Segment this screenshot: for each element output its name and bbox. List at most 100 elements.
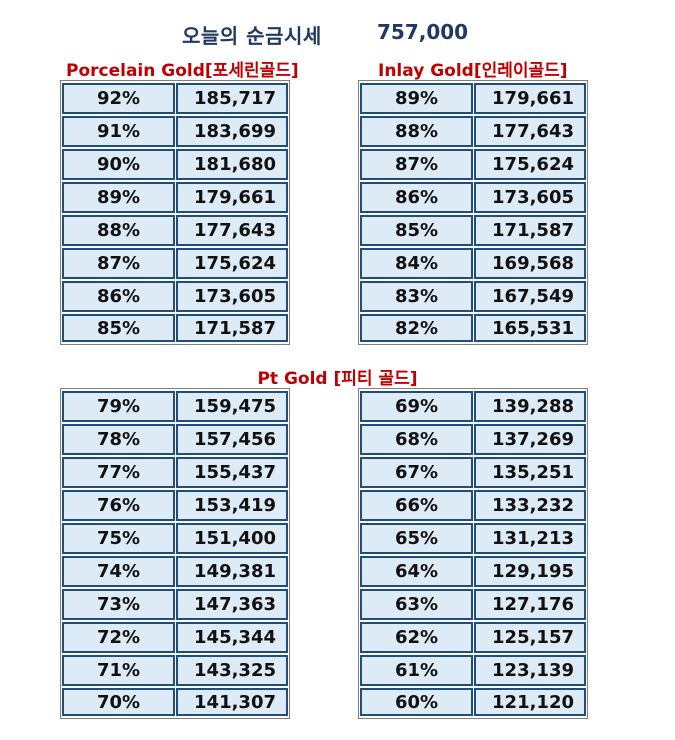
page-header: 오늘의 순금시세 757,000 xyxy=(0,20,675,48)
table-row: 85% 171,587 xyxy=(360,214,586,247)
price-cell: 135,251 xyxy=(474,457,586,488)
table-row: 70% 141,307 xyxy=(62,687,288,717)
table-row: 60% 121,120 xyxy=(360,687,586,717)
porcelain-gold-table: 92% 185,717 91% 183,699 90% 181,680 89% 179,661… xyxy=(60,80,290,345)
purity-cell: 70% xyxy=(62,688,175,716)
price-cell: 125,157 xyxy=(474,622,586,653)
price-cell: 167,549 xyxy=(474,281,586,312)
purity-cell: 73% xyxy=(62,589,175,620)
price-cell: 183,699 xyxy=(176,116,288,147)
table-row: 65% 131,213 xyxy=(360,522,586,555)
inlay-gold-heading: Inlay Gold[인레이골드] xyxy=(378,61,568,81)
table-row: 74% 149,381 xyxy=(62,555,288,588)
table-row: 91% 183,699 xyxy=(62,115,288,148)
price-cell: 149,381 xyxy=(176,556,288,587)
table-row: 72% 145,344 xyxy=(62,621,288,654)
price-cell: 153,419 xyxy=(176,490,288,521)
pt-gold-table-right: 69% 139,288 68% 137,269 67% 135,251 66% 133,232… xyxy=(358,388,588,719)
purity-cell: 85% xyxy=(360,215,473,246)
table-row: 68% 137,269 xyxy=(360,423,586,456)
purity-cell: 89% xyxy=(62,182,175,213)
price-cell: 179,661 xyxy=(474,83,586,114)
table-row: 66% 133,232 xyxy=(360,489,586,522)
price-cell: 143,325 xyxy=(176,655,288,686)
price-cell: 133,232 xyxy=(474,490,586,521)
table-row: 88% 177,643 xyxy=(360,115,586,148)
price-cell: 127,176 xyxy=(474,589,586,620)
porcelain-gold-heading: Porcelain Gold[포세린골드] xyxy=(66,61,299,81)
table-row: 89% 179,661 xyxy=(360,82,586,115)
purity-cell: 74% xyxy=(62,556,175,587)
inlay-gold-table: 89% 179,661 88% 177,643 87% 175,624 86% 173,605… xyxy=(358,80,588,345)
purity-cell: 90% xyxy=(62,149,175,180)
page-title: 오늘의 순금시세 xyxy=(182,24,322,48)
price-cell: 159,475 xyxy=(176,391,288,422)
price-cell: 155,437 xyxy=(176,457,288,488)
price-cell: 139,288 xyxy=(474,391,586,422)
price-cell: 147,363 xyxy=(176,589,288,620)
table-row: 87% 175,624 xyxy=(360,148,586,181)
purity-cell: 64% xyxy=(360,556,473,587)
price-cell: 173,605 xyxy=(176,281,288,312)
purity-cell: 87% xyxy=(360,149,473,180)
purity-cell: 62% xyxy=(360,622,473,653)
price-cell: 145,344 xyxy=(176,622,288,653)
table-row: 79% 159,475 xyxy=(62,390,288,423)
purity-cell: 77% xyxy=(62,457,175,488)
purity-cell: 84% xyxy=(360,248,473,279)
purity-cell: 88% xyxy=(62,215,175,246)
table-row: 89% 179,661 xyxy=(62,181,288,214)
table-row: 90% 181,680 xyxy=(62,148,288,181)
price-cell: 141,307 xyxy=(176,688,288,716)
purity-cell: 86% xyxy=(360,182,473,213)
table-row: 78% 157,456 xyxy=(62,423,288,456)
price-cell: 171,587 xyxy=(474,215,586,246)
purity-cell: 67% xyxy=(360,457,473,488)
price-cell: 175,624 xyxy=(176,248,288,279)
price-cell: 137,269 xyxy=(474,424,586,455)
purity-cell: 61% xyxy=(360,655,473,686)
table-row: 86% 173,605 xyxy=(62,280,288,313)
purity-cell: 60% xyxy=(360,688,473,716)
table-row: 62% 125,157 xyxy=(360,621,586,654)
price-cell: 131,213 xyxy=(474,523,586,554)
table-row: 71% 143,325 xyxy=(62,654,288,687)
price-cell: 175,624 xyxy=(474,149,586,180)
purity-cell: 78% xyxy=(62,424,175,455)
purity-cell: 89% xyxy=(360,83,473,114)
price-cell: 157,456 xyxy=(176,424,288,455)
table-row: 84% 169,568 xyxy=(360,247,586,280)
purity-cell: 85% xyxy=(62,314,175,342)
table-row: 73% 147,363 xyxy=(62,588,288,621)
price-cell: 151,400 xyxy=(176,523,288,554)
table-row: 88% 177,643 xyxy=(62,214,288,247)
pt-gold-heading: Pt Gold [피티 골드] xyxy=(257,369,418,389)
purity-cell: 83% xyxy=(360,281,473,312)
table-row: 83% 167,549 xyxy=(360,280,586,313)
gold-price: 757,000 xyxy=(377,20,469,44)
table-row: 87% 175,624 xyxy=(62,247,288,280)
table-row: 75% 151,400 xyxy=(62,522,288,555)
purity-cell: 65% xyxy=(360,523,473,554)
table-row: 63% 127,176 xyxy=(360,588,586,621)
table-row: 61% 123,139 xyxy=(360,654,586,687)
pt-gold-table-left: 79% 159,475 78% 157,456 77% 155,437 76% 153,419… xyxy=(60,388,290,719)
purity-cell: 68% xyxy=(360,424,473,455)
price-cell: 179,661 xyxy=(176,182,288,213)
table-row: 69% 139,288 xyxy=(360,390,586,423)
price-cell: 177,643 xyxy=(176,215,288,246)
purity-cell: 87% xyxy=(62,248,175,279)
table-row: 85% 171,587 xyxy=(62,313,288,343)
price-cell: 185,717 xyxy=(176,83,288,114)
price-cell: 171,587 xyxy=(176,314,288,342)
table-row: 82% 165,531 xyxy=(360,313,586,343)
purity-cell: 79% xyxy=(62,391,175,422)
purity-cell: 66% xyxy=(360,490,473,521)
purity-cell: 91% xyxy=(62,116,175,147)
purity-cell: 76% xyxy=(62,490,175,521)
price-cell: 173,605 xyxy=(474,182,586,213)
purity-cell: 82% xyxy=(360,314,473,342)
purity-cell: 75% xyxy=(62,523,175,554)
table-row: 64% 129,195 xyxy=(360,555,586,588)
price-cell: 121,120 xyxy=(474,688,586,716)
